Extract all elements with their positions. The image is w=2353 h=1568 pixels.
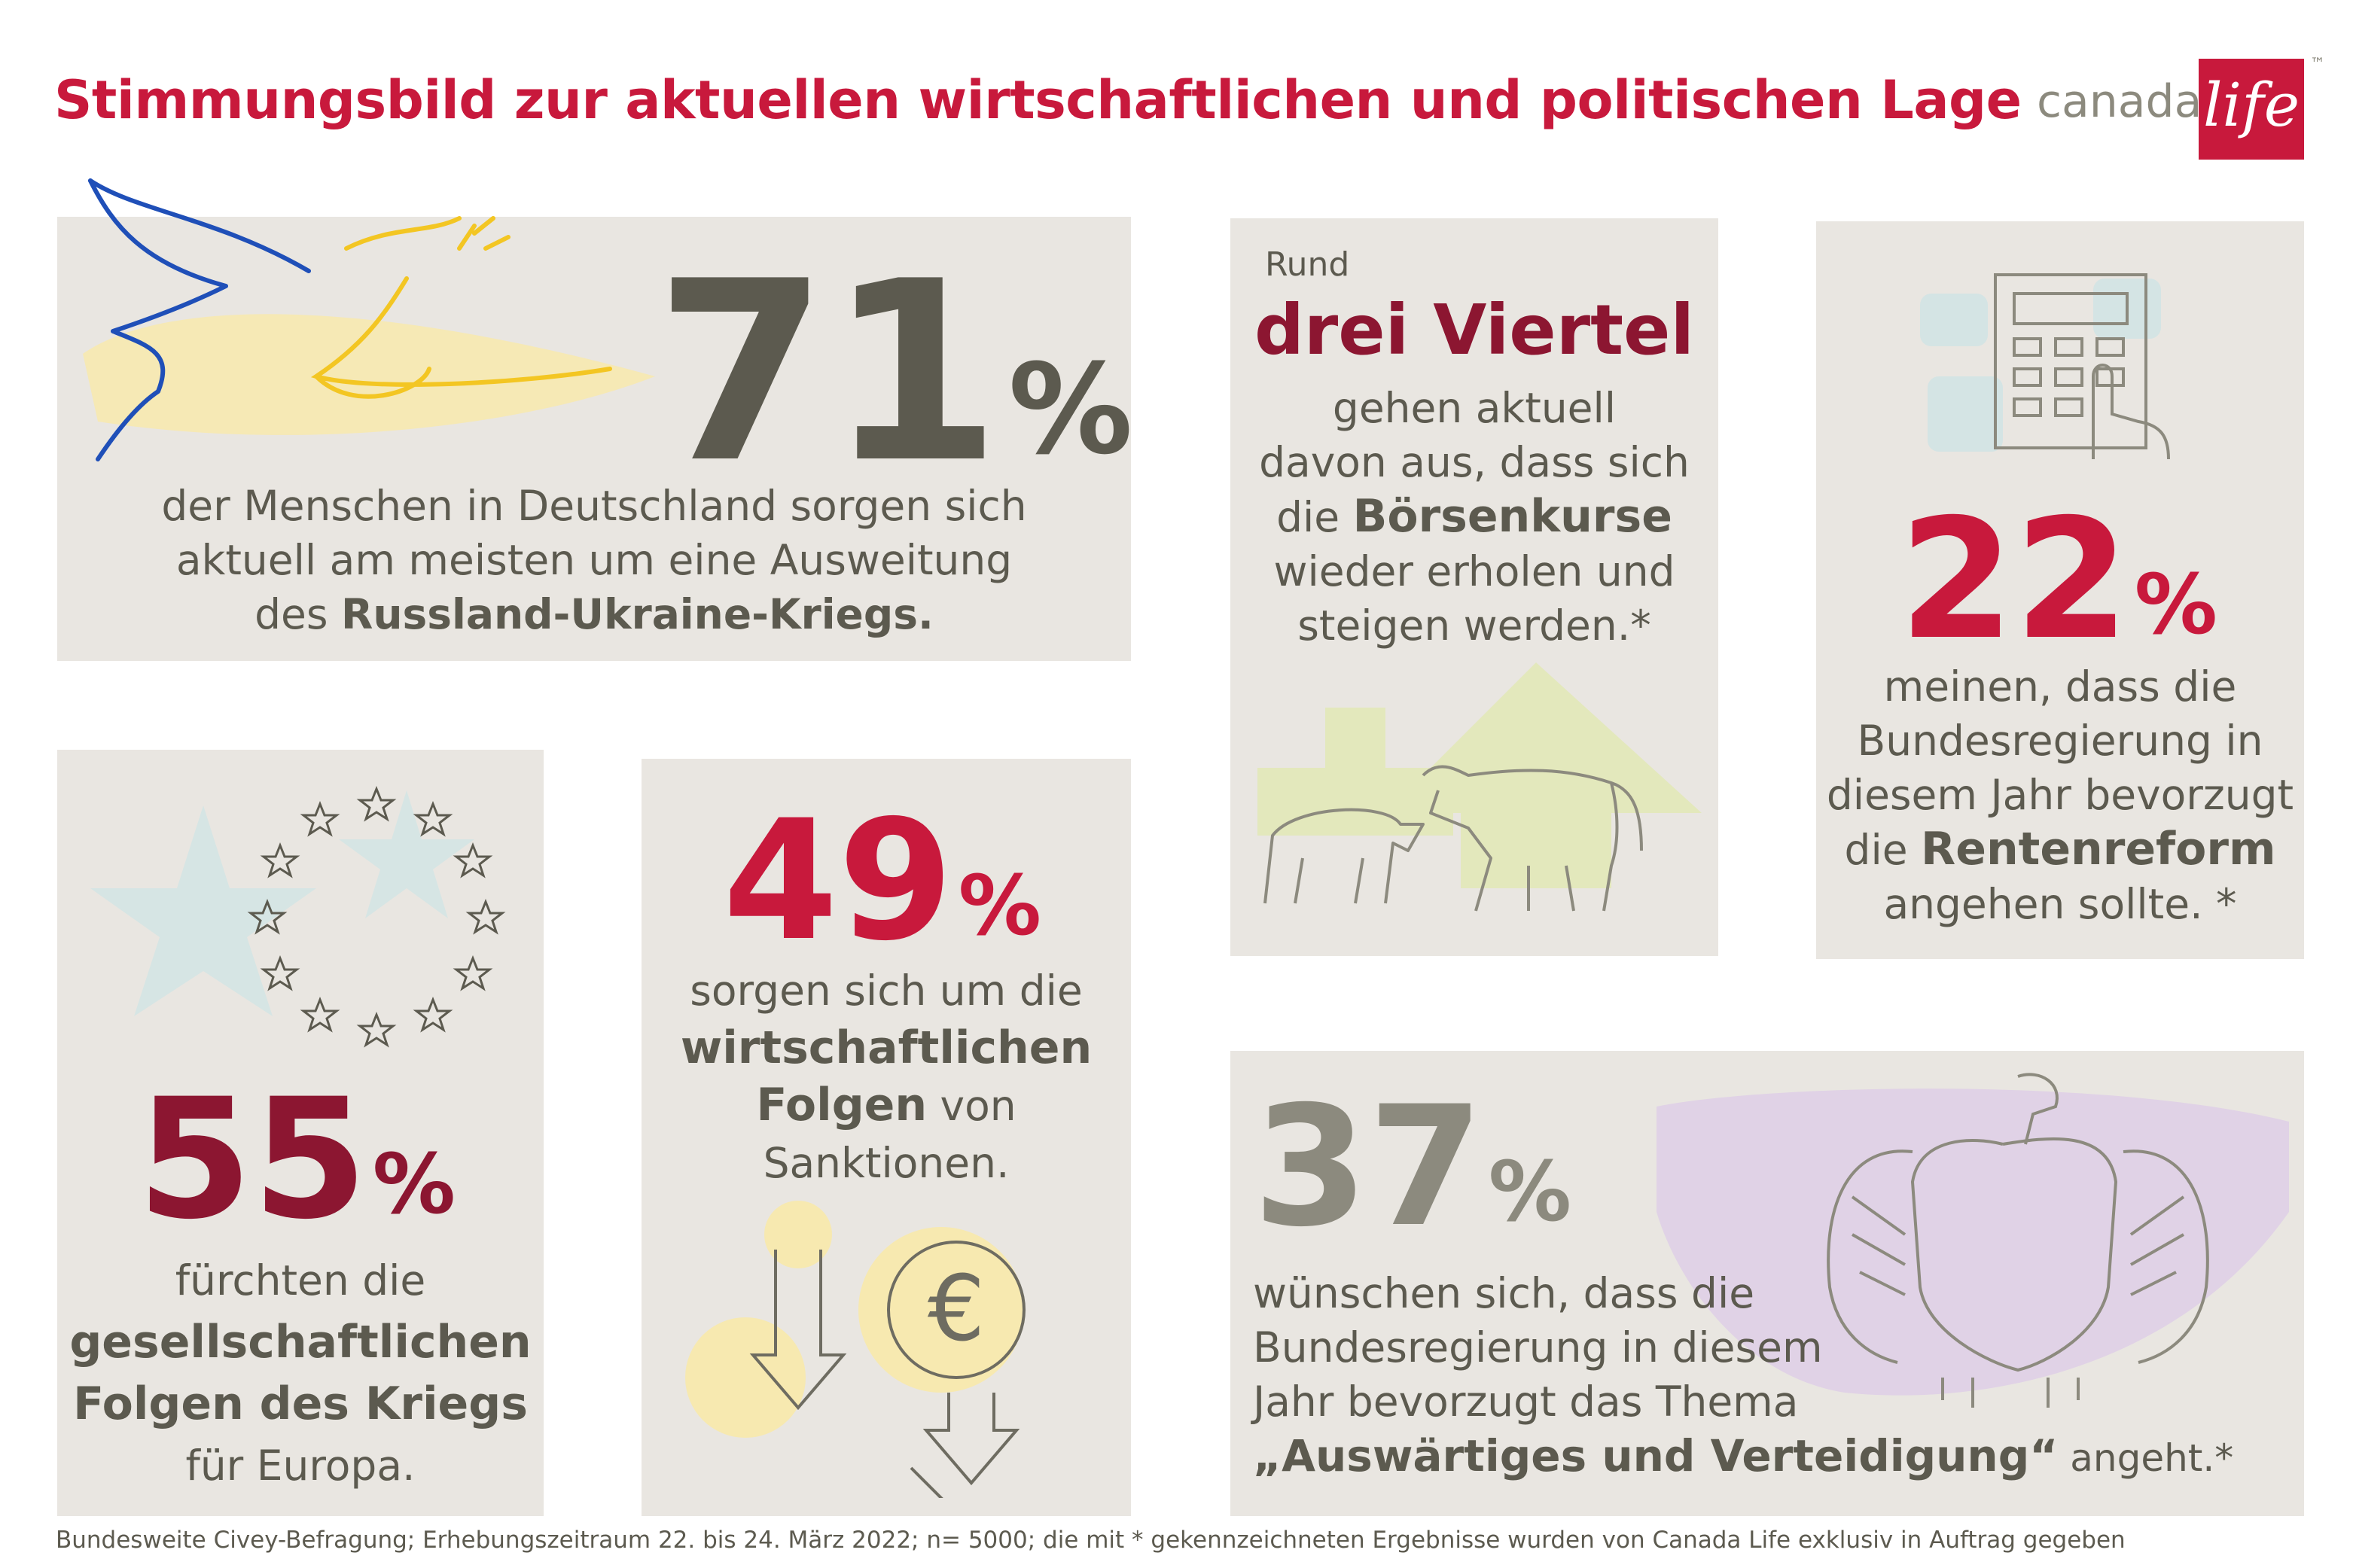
federal-eagle-icon <box>1657 1073 2289 1408</box>
card-49-bold1: wirtschaftlichen <box>680 1021 1093 1074</box>
card-55-bold2: Folgen des Kriegs <box>73 1378 528 1430</box>
card-55 <box>57 750 544 1516</box>
card-22 <box>1816 221 2304 959</box>
logo-box: life <box>2199 59 2304 160</box>
card-71-line2: aktuell am meisten um eine Ausweitung <box>175 536 1013 584</box>
card-22-line2: Bundesregierung in <box>1857 717 2263 765</box>
three-quarters-text: gehen aktuell davon aus, dass sich die B… <box>1230 381 1718 653</box>
footer-source: Bundesweite Civey-Befragung; Erhebungsze… <box>56 1527 2126 1554</box>
card-22-line4: die Rentenreform <box>1844 823 2276 875</box>
stat-71-value: 71 <box>655 228 1001 517</box>
card-22-line5: angehen sollte. * <box>1883 880 2237 928</box>
stat-71: 71% <box>655 248 1132 497</box>
three-quarters-line2: davon aus, dass sich <box>1259 438 1690 486</box>
trademark-symbol: ™ <box>2310 54 2325 72</box>
page-title: Stimmungsbild zur aktuellen wirtschaftli… <box>54 69 2022 131</box>
stat-55: 55% <box>137 1076 456 1242</box>
three-quarters-line3: die Börsenkurse <box>1276 490 1672 543</box>
card-71-highlight: Russland-Ukraine-Kriegs. <box>341 590 934 638</box>
card-37-line3: Jahr bevorzugt das Thema <box>1253 1378 1799 1426</box>
three-quarters-line1: gehen aktuell <box>1332 384 1617 432</box>
card-37-line1: wünschen sich, dass die <box>1253 1269 1755 1317</box>
three-quarters-headline: drei Viertel <box>1254 290 1694 370</box>
card-55-line4: für Europa. <box>185 1442 416 1490</box>
stat-37-pct: % <box>1488 1143 1571 1240</box>
dove-illustration <box>83 178 655 461</box>
card-37-line2: Bundesregierung in diesem <box>1253 1323 1823 1372</box>
card-49-text: sorgen sich um die wirtschaftlichen Folg… <box>642 962 1131 1192</box>
stat-55-value: 55 <box>137 1063 368 1256</box>
card-55-text: fürchten die gesellschaftlichen Folgen d… <box>57 1250 544 1496</box>
card-71-line3: des Russland-Ukraine-Kriegs. <box>255 590 934 638</box>
logo-text: canada <box>2037 75 2202 128</box>
card-55-line1: fürchten die <box>175 1256 426 1305</box>
calculator-icon <box>1920 273 2170 459</box>
card-49-line3: Folgen von <box>756 1079 1016 1131</box>
card-49-line1: sorgen sich um die <box>690 967 1083 1015</box>
three-quarters-intro: Rund <box>1265 245 1350 284</box>
card-49-line4: Sanktionen. <box>763 1139 1010 1187</box>
euro-symbol: € <box>928 1257 985 1362</box>
card-22-line1: meinen, dass die <box>1883 662 2237 711</box>
stat-55-pct: % <box>372 1135 456 1232</box>
stat-49-pct: % <box>958 857 1041 954</box>
stat-37-value: 37 <box>1253 1070 1484 1263</box>
card-37-line4: „Auswärtiges und Verteidigung“ angeht.* <box>1253 1430 2234 1481</box>
stat-22: 22% <box>1899 497 2217 662</box>
stat-22-value: 22 <box>1899 483 2130 676</box>
card-55-bold1: gesellschaftlichen <box>69 1316 532 1369</box>
card-22-text: meinen, dass die Bundesregierung in dies… <box>1816 659 2304 931</box>
card-71-text: der Menschen in Deutschland sorgen sich … <box>57 479 1131 641</box>
card-37-text: wünschen sich, dass die Bundesregierung … <box>1253 1266 2307 1485</box>
euro-decline-icon: € <box>685 1201 1026 1498</box>
card-71 <box>57 217 1131 661</box>
stat-49-value: 49 <box>723 784 954 977</box>
three-quarters-line5: steigen werden.* <box>1297 601 1651 650</box>
stat-49: 49% <box>723 798 1041 964</box>
stat-22-pct: % <box>2134 556 2217 653</box>
bull-bear-icon <box>1257 662 1702 912</box>
card-71-line1: der Menschen in Deutschland sorgen sich <box>161 482 1027 530</box>
eu-stars-icon <box>90 785 506 1048</box>
three-quarters-line4: wieder erholen und <box>1273 547 1675 595</box>
stat-37: 37% <box>1253 1084 1571 1250</box>
stat-71-pct: % <box>1008 336 1133 482</box>
card-22-line3: diesem Jahr bevorzugt <box>1826 771 2294 819</box>
